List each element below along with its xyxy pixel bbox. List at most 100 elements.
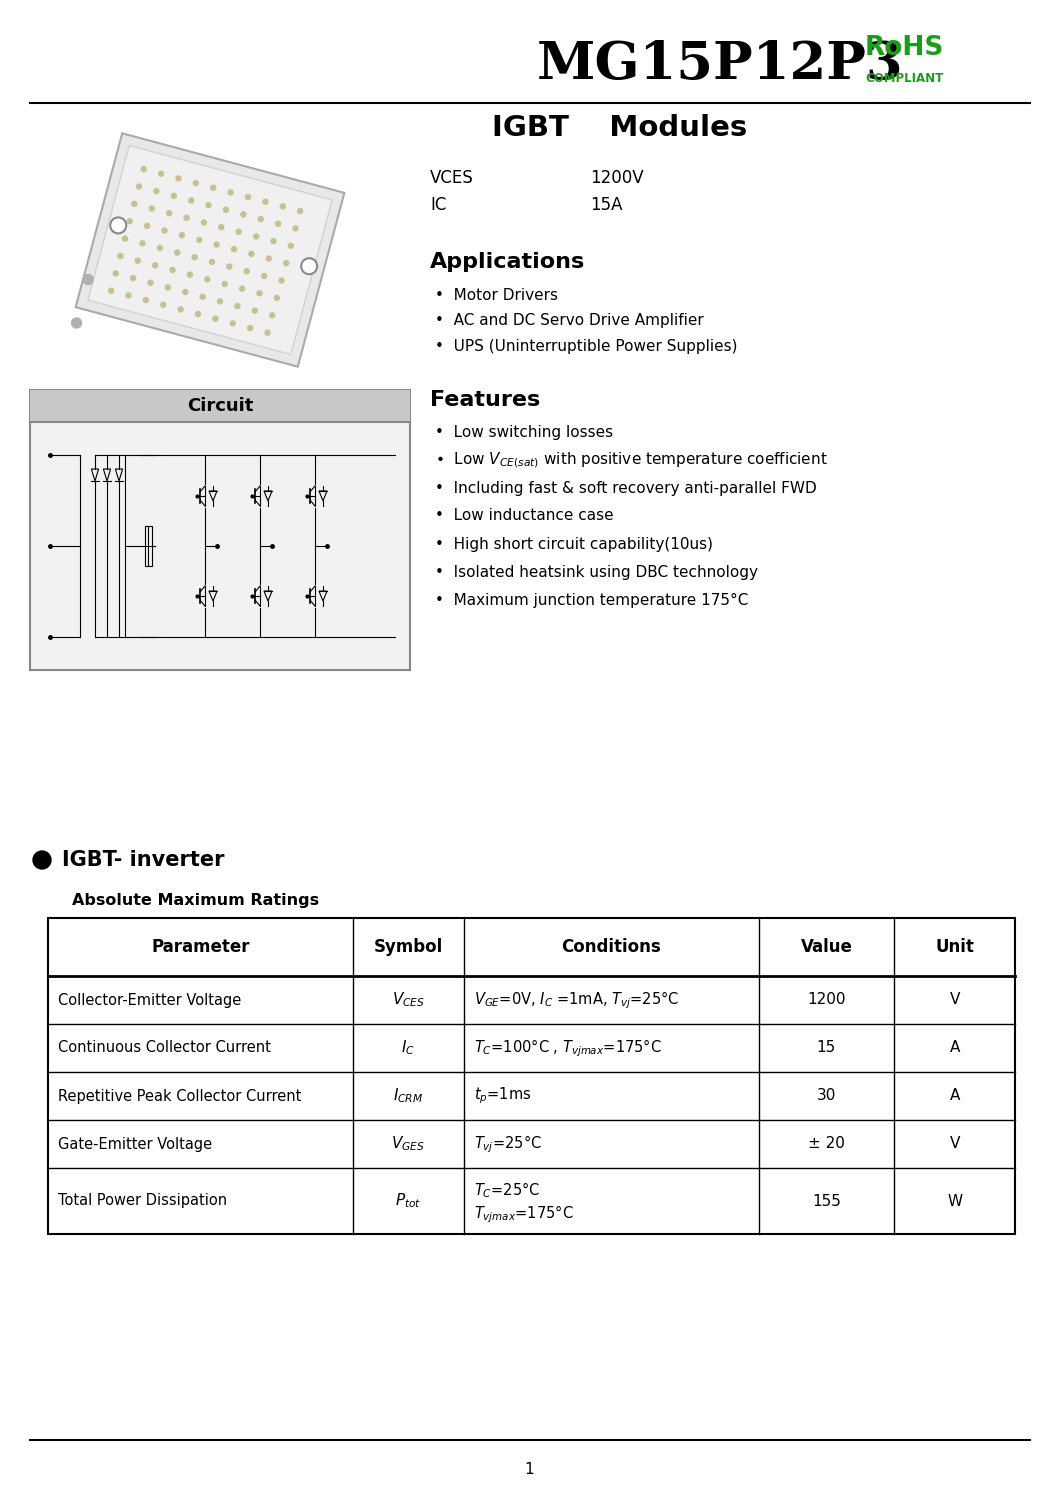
Circle shape bbox=[197, 237, 202, 243]
Text: 15A: 15A bbox=[590, 196, 623, 214]
Text: •  Low $V_{CE(sat)}$ with positive temperature coefficient: • Low $V_{CE(sat)}$ with positive temper… bbox=[435, 451, 828, 470]
Circle shape bbox=[165, 285, 170, 291]
Circle shape bbox=[72, 318, 82, 328]
Circle shape bbox=[274, 295, 280, 301]
Text: $T_{C}$=25°C: $T_{C}$=25°C bbox=[473, 1180, 540, 1200]
Text: $T_{C}$=100°C , $T_{vjmax}$=175°C: $T_{C}$=100°C , $T_{vjmax}$=175°C bbox=[473, 1037, 662, 1059]
Text: $t_{p}$=1ms: $t_{p}$=1ms bbox=[473, 1086, 532, 1107]
Circle shape bbox=[293, 226, 298, 231]
Circle shape bbox=[257, 291, 262, 295]
Text: Unit: Unit bbox=[935, 938, 974, 956]
Circle shape bbox=[178, 307, 183, 312]
Polygon shape bbox=[88, 145, 333, 355]
Text: •  Low inductance case: • Low inductance case bbox=[435, 508, 613, 523]
Circle shape bbox=[154, 189, 159, 193]
Text: •  Maximum junction temperature 175°C: • Maximum junction temperature 175°C bbox=[435, 593, 749, 608]
Circle shape bbox=[118, 253, 123, 259]
Circle shape bbox=[214, 243, 219, 247]
Circle shape bbox=[262, 274, 267, 279]
Circle shape bbox=[152, 262, 158, 268]
Circle shape bbox=[183, 289, 187, 295]
Text: •  AC and DC Servo Drive Amplifier: • AC and DC Servo Drive Amplifier bbox=[435, 313, 704, 328]
Circle shape bbox=[189, 198, 194, 202]
Circle shape bbox=[141, 166, 146, 172]
Text: 15: 15 bbox=[816, 1041, 836, 1056]
Text: RoHS: RoHS bbox=[865, 34, 945, 61]
Circle shape bbox=[137, 184, 142, 189]
Circle shape bbox=[213, 316, 218, 321]
Circle shape bbox=[148, 280, 152, 285]
Circle shape bbox=[252, 309, 257, 313]
Circle shape bbox=[162, 228, 167, 234]
Text: COMPLIANT: COMPLIANT bbox=[865, 72, 944, 84]
Circle shape bbox=[298, 208, 303, 214]
Circle shape bbox=[172, 193, 176, 198]
Circle shape bbox=[265, 330, 270, 336]
Text: Applications: Applications bbox=[430, 252, 586, 273]
Circle shape bbox=[33, 851, 51, 869]
Text: 30: 30 bbox=[816, 1089, 837, 1104]
Circle shape bbox=[84, 274, 93, 285]
Circle shape bbox=[266, 256, 271, 261]
Circle shape bbox=[288, 243, 293, 249]
Text: •  Low switching losses: • Low switching losses bbox=[435, 424, 613, 439]
Circle shape bbox=[123, 237, 127, 241]
Circle shape bbox=[127, 219, 132, 223]
Circle shape bbox=[143, 298, 148, 303]
Text: Repetitive Peak Collector Current: Repetitive Peak Collector Current bbox=[58, 1089, 302, 1104]
Circle shape bbox=[271, 238, 276, 244]
Circle shape bbox=[192, 255, 197, 259]
Text: W: W bbox=[947, 1194, 963, 1209]
Text: 1: 1 bbox=[524, 1462, 534, 1477]
Circle shape bbox=[110, 217, 126, 234]
Bar bbox=[30, 115, 410, 380]
Text: V: V bbox=[949, 993, 959, 1008]
Circle shape bbox=[132, 201, 137, 207]
Circle shape bbox=[222, 282, 228, 286]
Circle shape bbox=[239, 286, 245, 291]
Text: IGBT    Modules: IGBT Modules bbox=[492, 114, 748, 142]
Circle shape bbox=[235, 304, 240, 309]
Circle shape bbox=[219, 225, 223, 229]
Text: •  Including fast & soft recovery anti-parallel FWD: • Including fast & soft recovery anti-pa… bbox=[435, 481, 816, 496]
Circle shape bbox=[263, 199, 268, 204]
Text: Value: Value bbox=[801, 938, 852, 956]
Circle shape bbox=[126, 294, 131, 298]
Text: IC: IC bbox=[430, 196, 447, 214]
Circle shape bbox=[248, 325, 253, 331]
Text: IGBT- inverter: IGBT- inverter bbox=[62, 849, 225, 870]
Circle shape bbox=[170, 268, 175, 273]
Circle shape bbox=[236, 229, 241, 234]
Text: Circuit: Circuit bbox=[186, 397, 253, 415]
Circle shape bbox=[253, 234, 258, 240]
Circle shape bbox=[194, 181, 198, 186]
Text: 1200V: 1200V bbox=[590, 169, 644, 187]
Text: A: A bbox=[949, 1041, 959, 1056]
Circle shape bbox=[130, 276, 136, 280]
Text: Features: Features bbox=[430, 389, 540, 410]
Circle shape bbox=[140, 241, 145, 246]
Text: $T_{vj}$=25°C: $T_{vj}$=25°C bbox=[473, 1132, 542, 1155]
Text: Total Power Dissipation: Total Power Dissipation bbox=[58, 1194, 227, 1209]
Circle shape bbox=[200, 294, 205, 300]
Bar bbox=[48, 918, 1015, 1234]
Polygon shape bbox=[75, 133, 344, 367]
Circle shape bbox=[136, 258, 140, 264]
Text: V: V bbox=[949, 1137, 959, 1152]
Circle shape bbox=[301, 258, 318, 274]
Circle shape bbox=[201, 220, 207, 225]
Text: $I_{CRM}$: $I_{CRM}$ bbox=[393, 1086, 424, 1106]
Circle shape bbox=[113, 271, 119, 276]
Text: Gate-Emitter Voltage: Gate-Emitter Voltage bbox=[58, 1137, 212, 1152]
Circle shape bbox=[258, 217, 264, 222]
Circle shape bbox=[275, 222, 281, 226]
Text: Conditions: Conditions bbox=[561, 938, 661, 956]
Text: ± 20: ± 20 bbox=[808, 1137, 845, 1152]
Text: 155: 155 bbox=[812, 1194, 841, 1209]
Text: $P_{tot}$: $P_{tot}$ bbox=[395, 1191, 421, 1210]
Circle shape bbox=[187, 273, 193, 277]
Bar bbox=[30, 389, 410, 422]
Text: VCES: VCES bbox=[430, 169, 473, 187]
Circle shape bbox=[145, 223, 149, 228]
Text: MG15P12P3: MG15P12P3 bbox=[537, 39, 903, 90]
